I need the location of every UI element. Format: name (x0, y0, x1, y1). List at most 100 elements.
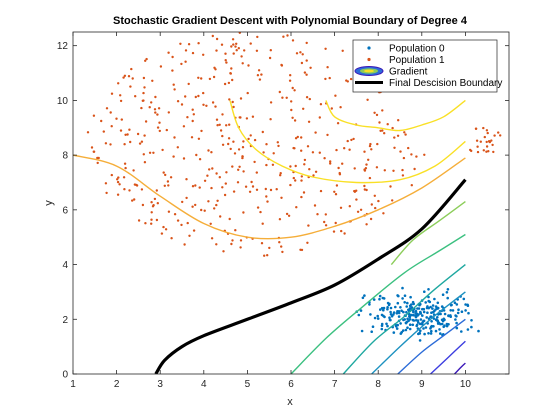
population-1-point (251, 185, 255, 188)
population-0-point (477, 329, 480, 333)
population-1-point (369, 142, 372, 146)
population-1-point (143, 134, 146, 137)
population-1-point (319, 103, 323, 106)
population-0-point (399, 322, 402, 325)
population-0-point (388, 318, 392, 322)
population-1-point (341, 49, 344, 52)
population-1-point (237, 148, 241, 151)
population-0-point (369, 313, 372, 316)
population-1-point (229, 147, 232, 151)
population-1-point (401, 168, 404, 172)
population-1-point (348, 148, 351, 151)
population-1-point (215, 49, 218, 52)
population-1-point (124, 166, 127, 170)
y-tick-label: 8 (62, 151, 68, 162)
population-0-point (451, 309, 455, 312)
population-1-point (403, 131, 406, 134)
population-1-point (248, 190, 252, 193)
population-1-point (401, 174, 405, 177)
population-1-point (173, 213, 177, 216)
population-1-point (233, 152, 237, 155)
population-1-point (123, 74, 127, 78)
population-1-point (368, 144, 372, 148)
population-1-point (119, 129, 123, 132)
population-1-point (241, 146, 245, 149)
population-1-point (212, 75, 216, 79)
population-1-point (150, 201, 153, 204)
population-0-point (408, 327, 412, 331)
population-0-point (431, 307, 434, 310)
population-1-point (227, 81, 231, 85)
population-0-point (395, 312, 399, 315)
population-1-point (165, 128, 168, 132)
population-1-point (306, 241, 309, 244)
population-1-point (102, 130, 106, 133)
population-0-point (447, 323, 450, 326)
population-1-point (124, 133, 127, 136)
population-0-point (401, 286, 404, 290)
population-0-point (371, 325, 375, 329)
population-1-point (268, 56, 272, 60)
population-0-point (442, 317, 446, 321)
population-1-point (348, 205, 351, 208)
population-0-point (412, 310, 415, 314)
x-tick-label: 3 (157, 379, 163, 390)
population-0-point (460, 310, 464, 314)
population-0-point (395, 327, 399, 330)
population-1-point (221, 143, 225, 146)
population-1-point (352, 137, 355, 141)
population-1-point (373, 111, 376, 115)
population-1-point (161, 148, 164, 152)
population-1-point (268, 246, 271, 250)
population-1-point (413, 167, 416, 171)
population-1-point (180, 223, 183, 227)
population-1-point (300, 248, 304, 252)
population-1-point (249, 42, 252, 45)
population-1-point (230, 45, 233, 48)
population-1-point (130, 67, 133, 71)
population-1-point (309, 66, 312, 70)
y-tick-label: 2 (62, 315, 68, 326)
population-1-point (491, 143, 494, 147)
population-1-point (302, 107, 305, 111)
population-1-point (104, 182, 108, 185)
population-1-point (305, 96, 309, 99)
population-0-point (403, 301, 407, 304)
population-1-point (156, 202, 159, 205)
population-1-point (142, 91, 145, 95)
population-1-point (86, 131, 90, 134)
population-1-point (215, 172, 218, 175)
population-0-point (454, 314, 457, 317)
population-1-point (90, 146, 94, 149)
population-1-point (208, 168, 211, 171)
population-1-point (110, 125, 113, 128)
population-1-point (170, 237, 173, 240)
population-1-point (109, 111, 112, 114)
population-1-point (262, 151, 265, 154)
population-1-point (123, 143, 126, 146)
population-0-point (382, 297, 386, 300)
population-1-point (162, 171, 165, 174)
population-1-point (256, 74, 260, 77)
population-0-point (357, 313, 361, 317)
population-1-point (210, 151, 213, 154)
gradient-contour-line (229, 100, 466, 184)
population-1-point (241, 62, 244, 65)
population-1-point (485, 150, 488, 153)
population-1-point (294, 137, 298, 140)
population-0-point (385, 322, 388, 326)
population-0-point (453, 301, 457, 305)
population-1-point (167, 184, 170, 187)
population-1-point (224, 52, 227, 55)
population-0-point (430, 329, 433, 333)
population-1-point (256, 206, 260, 209)
population-0-point (454, 318, 457, 321)
population-0-point (397, 315, 401, 318)
population-0-point (406, 301, 409, 305)
population-1-point (140, 106, 143, 110)
population-1-point (300, 179, 303, 182)
population-1-point (209, 222, 212, 225)
population-1-point (253, 160, 256, 164)
population-1-point (150, 101, 153, 104)
population-1-point (228, 123, 231, 126)
